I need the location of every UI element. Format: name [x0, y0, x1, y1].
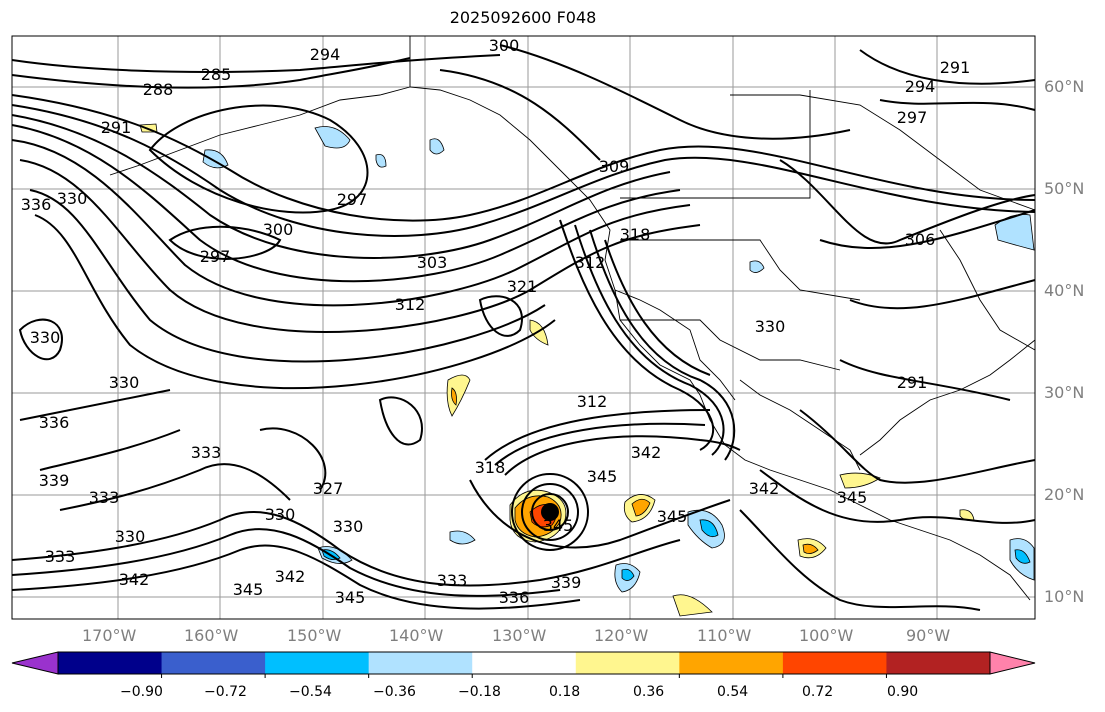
colorbar	[11, 651, 1036, 678]
lon-label: 160°W	[184, 626, 239, 645]
contour-label: 330	[57, 189, 88, 208]
colorbar-tick-label: −0.90	[120, 684, 163, 700]
contour-label: 330	[109, 373, 140, 392]
contour-label: 342	[631, 443, 662, 462]
contour-label: 288	[143, 80, 174, 99]
colorbar-tick-label: 0.18	[549, 684, 581, 700]
contour-label: 345	[233, 580, 264, 599]
contour-label: 339	[551, 573, 582, 592]
contour-label: 342	[275, 567, 306, 586]
contour-label: 309	[599, 157, 630, 176]
contour-label: 342	[119, 570, 150, 589]
contour-label: 321	[507, 277, 538, 296]
colorbar-segment	[265, 652, 370, 674]
contour-label: 297	[200, 247, 231, 266]
lon-label: 130°W	[492, 626, 547, 645]
contour-label: 336	[39, 413, 70, 432]
contour-label: 312	[577, 392, 608, 411]
lon-label: 170°W	[82, 626, 137, 645]
contour-label: 330	[265, 505, 296, 524]
contour-label: 330	[115, 527, 146, 546]
contour-label: 333	[45, 547, 76, 566]
contour-label: 330	[30, 328, 61, 347]
contour-label: 345	[837, 488, 868, 507]
coastlines	[109, 36, 1036, 601]
contour-label: 333	[89, 488, 120, 507]
lon-label: 90°W	[906, 626, 951, 645]
colorbar-segment	[886, 652, 991, 674]
map-title: 2025092600 F048	[449, 8, 597, 27]
contour-label: 297	[337, 190, 368, 209]
contour-label: 312	[575, 253, 606, 272]
contour-label: 330	[755, 317, 786, 336]
lon-label: 100°W	[799, 626, 854, 645]
colorbar-segment	[782, 652, 887, 674]
contour-label: 294	[905, 77, 936, 96]
contour-label: 327	[313, 479, 344, 498]
contour-label: 300	[263, 220, 294, 239]
lon-label: 110°W	[697, 626, 752, 645]
contour-label: 294	[310, 45, 341, 64]
contour-label: 303	[417, 253, 448, 272]
contour-label: 345	[543, 516, 574, 535]
contour-label: 333	[437, 571, 468, 590]
colorbar-frame	[57, 651, 991, 675]
colorbar-segment	[58, 652, 163, 674]
contour-labels: 300 294 285 288 291 291 294 297 297 300 …	[21, 36, 971, 607]
lon-label: 120°W	[594, 626, 649, 645]
colorbar-segment	[368, 652, 473, 674]
contour-label: 345	[657, 507, 688, 526]
contour-label: 339	[39, 471, 70, 490]
lat-label: 40°N	[1044, 281, 1085, 300]
colorbar-tick-label: −0.72	[204, 684, 247, 700]
colorbar-tick-label: 0.72	[802, 684, 834, 700]
colorbar-tick-label: −0.36	[373, 684, 416, 700]
colorbar-segment	[575, 652, 680, 674]
contour-label: 306	[905, 230, 936, 249]
colorbar-tick-label: 0.90	[887, 684, 919, 700]
map-frame	[11, 35, 1036, 620]
colorbar-segment	[679, 652, 784, 674]
contour-lines	[11, 44, 1036, 611]
lat-label: 50°N	[1044, 179, 1085, 198]
contour-label: 336	[499, 588, 530, 607]
lon-label: 150°W	[287, 626, 342, 645]
colorbar-segment	[161, 652, 266, 674]
colorbar-segment	[472, 652, 577, 674]
contour-label: 285	[201, 65, 232, 84]
contour-label: 345	[587, 467, 618, 486]
colorbar-tick-label: −0.54	[289, 684, 332, 700]
contour-label: 342	[749, 479, 780, 498]
colorbar-tick-label: 0.54	[717, 684, 749, 700]
colorbar-extend-low	[11, 651, 59, 675]
contour-label: 291	[101, 118, 132, 137]
contour-label: 318	[475, 458, 506, 477]
lat-label: 10°N	[1044, 587, 1085, 606]
colorbar-tick-label: −0.18	[458, 684, 501, 700]
contour-label: 345	[335, 588, 366, 607]
lat-label: 30°N	[1044, 383, 1085, 402]
contour-label: 291	[897, 373, 928, 392]
colorbar-extend-high	[989, 651, 1036, 675]
storm-center-marker	[541, 503, 559, 521]
contour-label: 336	[21, 195, 52, 214]
contour-label: 333	[191, 443, 222, 462]
contour-label: 312	[395, 295, 426, 314]
lon-label: 140°W	[389, 626, 444, 645]
contour-label: 291	[940, 58, 971, 77]
contour-label: 330	[333, 517, 364, 536]
contour-label: 297	[897, 108, 928, 127]
colorbar-tick-label: 0.36	[633, 684, 665, 700]
lat-label: 60°N	[1044, 77, 1085, 96]
contour-label: 300	[489, 36, 520, 55]
contour-label: 318	[620, 225, 651, 244]
lat-label: 20°N	[1044, 485, 1085, 504]
